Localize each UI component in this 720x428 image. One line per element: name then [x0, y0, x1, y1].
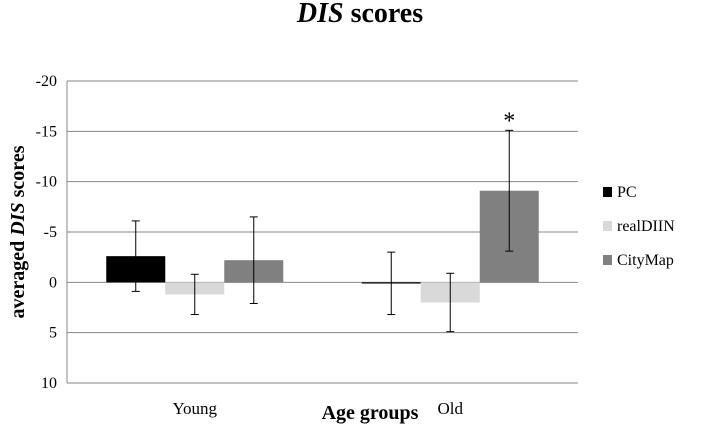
legend-label: CityMap: [617, 252, 674, 269]
y-axis-title-italic: DIS: [7, 202, 29, 236]
y-axis-title-prefix: averaged: [7, 236, 29, 319]
legend-swatch: [603, 221, 612, 231]
y-axis-title-suffix: scores: [7, 145, 29, 202]
chart-title-italic: DIS: [296, 0, 344, 29]
y-tick-label: -20: [36, 73, 57, 90]
y-tick-label: 0: [49, 274, 57, 291]
y-tick-label: -15: [36, 123, 57, 140]
annotations: *: [503, 108, 515, 134]
y-tick-label: -5: [44, 224, 57, 241]
x-category-labels: Young Old: [172, 399, 463, 418]
legend-swatch: [603, 255, 612, 265]
x-category-label: Old: [438, 399, 464, 418]
legend-label: PC: [617, 184, 637, 201]
legend-label: realDIIN: [617, 218, 675, 235]
y-tick-label: -10: [36, 174, 57, 191]
y-tick-label: 10: [41, 375, 57, 392]
chart-title-rest: scores: [344, 0, 424, 29]
legend: PC realDIIN CityMap: [603, 184, 675, 269]
error-bars: [131, 129, 514, 333]
y-tick-label: 5: [49, 325, 57, 342]
x-category-label: Young: [172, 399, 217, 418]
legend-swatch: [603, 187, 612, 197]
y-axis-title: averaged DIS scores: [7, 145, 29, 318]
significance-marker: *: [503, 108, 515, 134]
y-tick-labels: -20 -15 -10 -5 0 5 10: [36, 73, 57, 392]
bars: [106, 190, 539, 303]
x-axis-title: Age groups: [322, 402, 419, 424]
chart-title: DIS scores: [296, 0, 423, 29]
